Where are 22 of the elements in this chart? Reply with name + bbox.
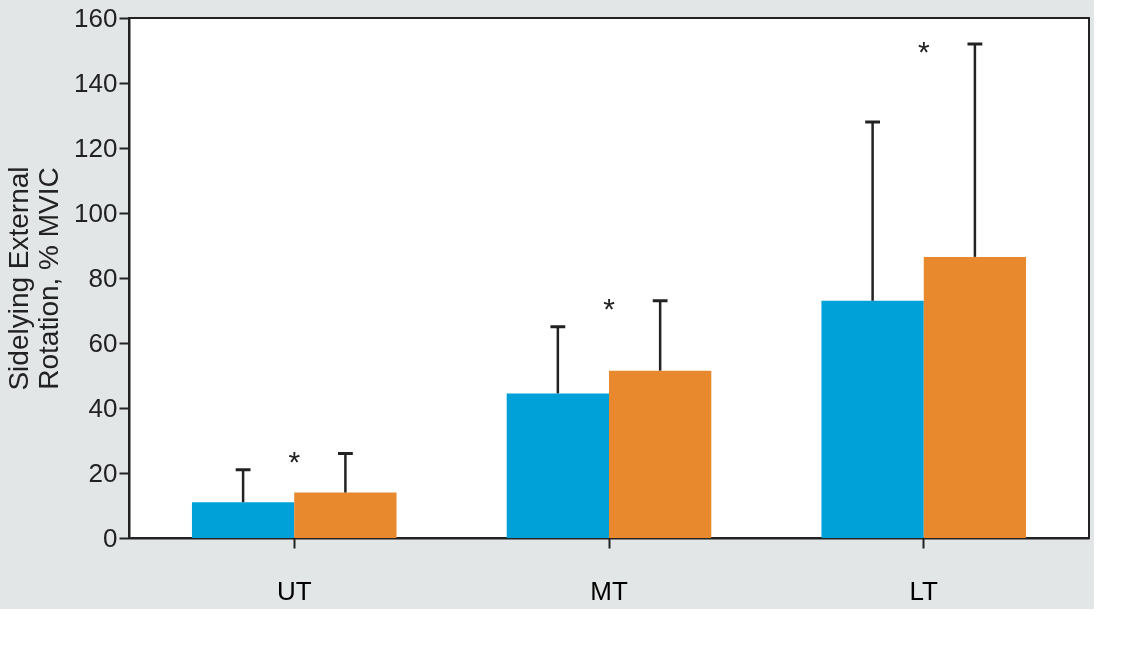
bar [821, 300, 924, 538]
y-tick-label: 20 [88, 457, 118, 488]
annotation: * [288, 444, 301, 478]
annotation: * [917, 35, 930, 68]
x-tick-label: LT [909, 575, 939, 606]
y-tick-label: 0 [103, 522, 118, 553]
y-tick-label: 160 [74, 2, 118, 33]
bar [609, 370, 712, 538]
y-tick-label: 60 [88, 327, 118, 358]
y-tick-label: 100 [74, 197, 118, 228]
bar [506, 393, 609, 538]
bar [191, 502, 295, 538]
x-tick-label: UT [276, 575, 312, 606]
y-tick-label: 80 [88, 262, 118, 293]
bar [294, 492, 397, 538]
y-tick-label: 120 [74, 132, 118, 163]
y-tick-label: 140 [74, 67, 118, 98]
y-axis-title: Sidelying External Rotation, % MVIC [3, 166, 65, 391]
x-tick-label: MT [590, 575, 628, 606]
y-tick-label: 40 [88, 392, 118, 423]
bar [923, 256, 1027, 538]
annotation: * [603, 291, 616, 325]
